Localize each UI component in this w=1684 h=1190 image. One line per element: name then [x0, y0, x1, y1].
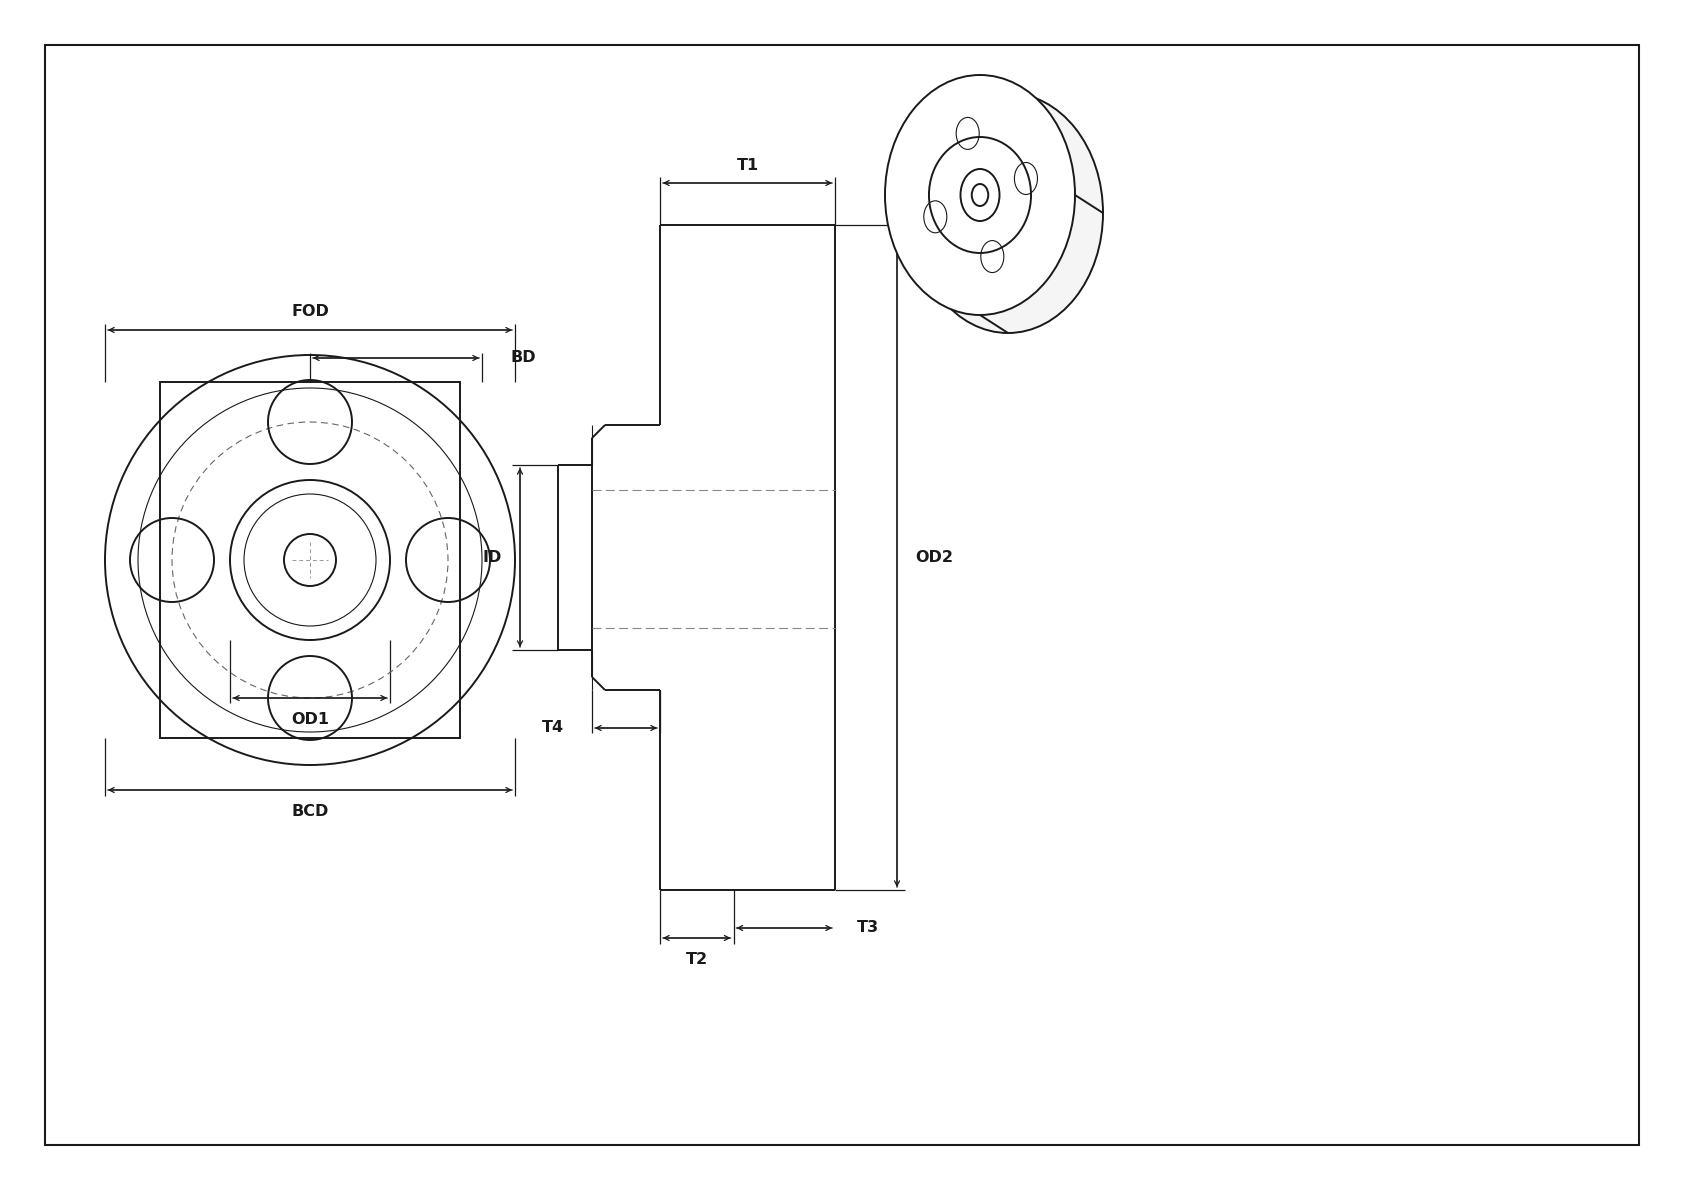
- Text: OD2: OD2: [914, 550, 953, 565]
- Ellipse shape: [913, 93, 1103, 333]
- Text: T2: T2: [685, 952, 707, 967]
- Text: BD: BD: [510, 351, 536, 365]
- Text: OD1: OD1: [291, 713, 328, 727]
- Text: T1: T1: [736, 157, 758, 173]
- Ellipse shape: [886, 75, 1074, 315]
- Text: FOD: FOD: [291, 305, 328, 319]
- Text: BCD: BCD: [291, 804, 328, 820]
- Text: T3: T3: [857, 921, 879, 935]
- Bar: [160, 382, 460, 738]
- Text: T4: T4: [542, 720, 564, 735]
- Text: ID: ID: [483, 550, 502, 565]
